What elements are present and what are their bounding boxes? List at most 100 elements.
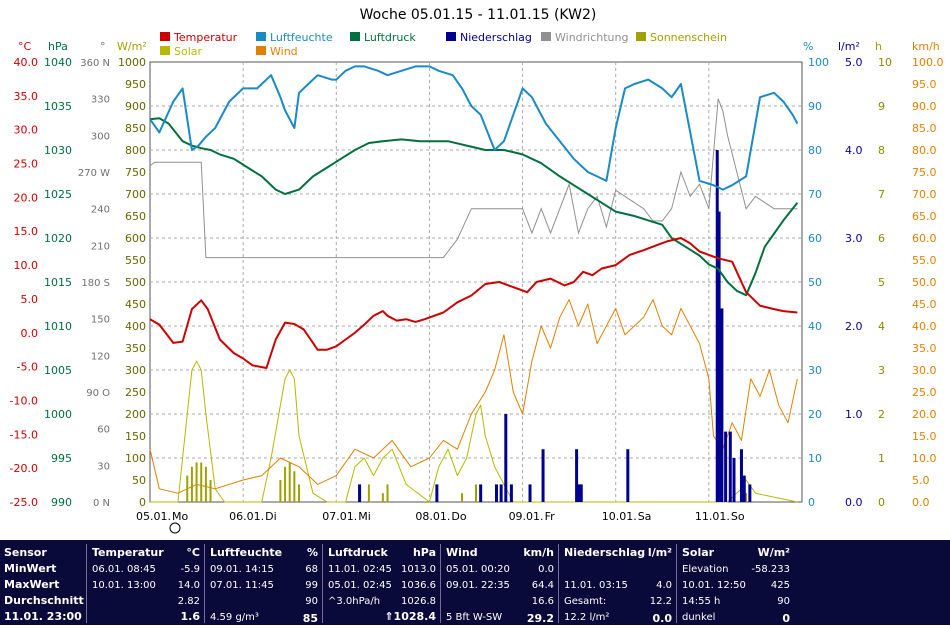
header-solar: Solar — [682, 546, 715, 559]
legend-swatch — [256, 32, 266, 41]
x-date-label: 05.01. — [136, 510, 171, 523]
series-humidity — [149, 65, 799, 191]
rain-max: 4.0 — [656, 580, 672, 591]
x-day-label: Fr — [545, 510, 556, 523]
pres-min-time: 11.01. 02:45 — [328, 564, 392, 575]
x-day-label: Mi — [358, 510, 371, 523]
legend-swatch — [636, 32, 646, 41]
tick-wind: 80.0 — [912, 144, 937, 157]
tick-temperature: -25.0 — [10, 496, 38, 509]
tick-pressure: 1010 — [44, 320, 72, 333]
col-solar: Solar W/m² Elevation -58.233 10.01. 12:50 4… — [678, 544, 794, 625]
sunshine-bar — [298, 484, 301, 502]
rain-bar — [541, 449, 545, 502]
temp-max-time: 10.01. 13:00 — [92, 580, 156, 591]
axes: 40.035.030.025.020.015.010.05.00.0-5.0-1… — [10, 56, 944, 509]
x-day-label: So — [731, 510, 745, 523]
unit-label: °C — [18, 40, 32, 53]
tick-pressure: 1020 — [44, 232, 72, 245]
tick-solar: 800 — [125, 144, 146, 157]
solar-elev: -58.233 — [751, 564, 790, 575]
legend-swatch — [160, 32, 170, 41]
unit-label: ° — [100, 40, 106, 53]
tick-temperature: 5.0 — [21, 293, 39, 306]
tick-humidity: 50 — [808, 276, 822, 289]
stats-panel: Sensor MinWert MaxWert Durchschnitt 11.0… — [0, 540, 950, 625]
hum-abs: 4.59 g/m³ — [210, 612, 259, 623]
series-layer — [149, 65, 799, 503]
tick-direction: 240 — [91, 205, 110, 216]
rain-bar — [724, 431, 728, 502]
x-date-label: 06.01. — [229, 510, 264, 523]
tick-wind: 25.0 — [912, 386, 937, 399]
col-humidity: Luftfeuchte% 09.01. 14:15 68 07.01. 11:45… — [206, 544, 323, 625]
sunshine-bar — [475, 484, 477, 502]
rain-total: 12.2 — [649, 596, 672, 607]
tick-pressure: 1035 — [44, 100, 72, 113]
grid — [149, 61, 803, 503]
temp-min: -5.9 — [180, 564, 200, 575]
tick-rain: 2.0 — [845, 320, 863, 333]
tick-temperature: 35.0 — [14, 90, 39, 103]
rain-bar — [579, 484, 583, 502]
tick-sunshine: 1 — [878, 452, 885, 465]
tick-solar: 300 — [125, 364, 146, 377]
solar-now: 0 — [782, 612, 790, 625]
current-time-marker — [169, 522, 181, 534]
temp-now: 1.6 — [180, 610, 201, 623]
wind-now: 29.2 — [526, 612, 554, 625]
tick-rain: 0.0 — [845, 496, 863, 509]
tick-wind: 100.0 — [912, 56, 944, 69]
pressure-trend-icon: ⇑ — [384, 610, 394, 623]
label-max: MaxWert — [4, 578, 60, 591]
legend-label: Niederschlag — [460, 31, 532, 44]
unit-label: km/h — [912, 40, 940, 53]
tick-sunshine: 2 — [878, 408, 885, 421]
label-min: MinWert — [4, 562, 57, 575]
tick-temperature: -20.0 — [10, 462, 38, 475]
hum-min: 68 — [305, 564, 318, 575]
tick-temperature: 10.0 — [14, 259, 39, 272]
tick-humidity: 90 — [808, 100, 822, 113]
rain-bar — [728, 431, 732, 502]
tick-wind: 40.0 — [912, 320, 937, 333]
tick-wind: 10.0 — [912, 452, 937, 465]
pres-trend: ^3.0hPa/h — [328, 596, 381, 607]
tick-sunshine: 8 — [878, 144, 885, 157]
rain-bar — [626, 449, 630, 502]
tick-humidity: 100 — [808, 56, 829, 69]
tick-wind: 50.0 — [912, 276, 937, 289]
legend-swatch — [541, 32, 551, 41]
unit-pressure: hPa — [412, 546, 436, 559]
tick-wind: 95.0 — [912, 78, 937, 91]
tick-solar: 350 — [125, 342, 146, 355]
rain-bar — [748, 484, 752, 502]
legend: Temperatur Luftfeuchte Luftdruck Niederschl… — [160, 31, 727, 58]
tick-solar: 950 — [125, 78, 146, 91]
tick-sunshine: 10 — [878, 56, 892, 69]
col-sensor: Sensor MinWert MaxWert Durchschnitt 11.0… — [0, 544, 87, 623]
pres-min: 1013.0 — [401, 564, 436, 575]
tick-direction: 150 — [91, 315, 110, 326]
x-axis-labels: 05.01. Mo 06.01. Di 07.01. Mi 08.01. Do 09.01. Fr… — [136, 510, 745, 523]
x-date-label: 10.01. — [602, 510, 637, 523]
tick-solar: 250 — [125, 386, 146, 399]
unit-wind: km/h — [523, 546, 554, 559]
pres-avg: 1026.8 — [401, 596, 436, 607]
tick-direction: 330 — [91, 95, 110, 106]
tick-direction: 360 N — [80, 58, 110, 69]
tick-solar: 650 — [125, 210, 146, 223]
series-wind — [149, 299, 798, 494]
rain-bar — [499, 484, 503, 502]
tick-solar: 450 — [125, 298, 146, 311]
temp-min-time: 06.01. 08:45 — [92, 564, 156, 575]
tick-sunshine: 9 — [878, 100, 885, 113]
solar-max-time: 10.01. 12:50 — [682, 580, 746, 591]
rain-bar — [715, 150, 719, 502]
hum-now: 85 — [302, 612, 318, 625]
legend-label: Luftfeuchte — [270, 31, 333, 44]
tick-wind: 35.0 — [912, 342, 937, 355]
tick-wind: 5.0 — [912, 474, 930, 487]
tick-sunshine: 7 — [878, 188, 885, 201]
col-pressure: Luftdruck hPa 11.01. 02:45 1013.0 05.01. 0… — [324, 544, 441, 623]
